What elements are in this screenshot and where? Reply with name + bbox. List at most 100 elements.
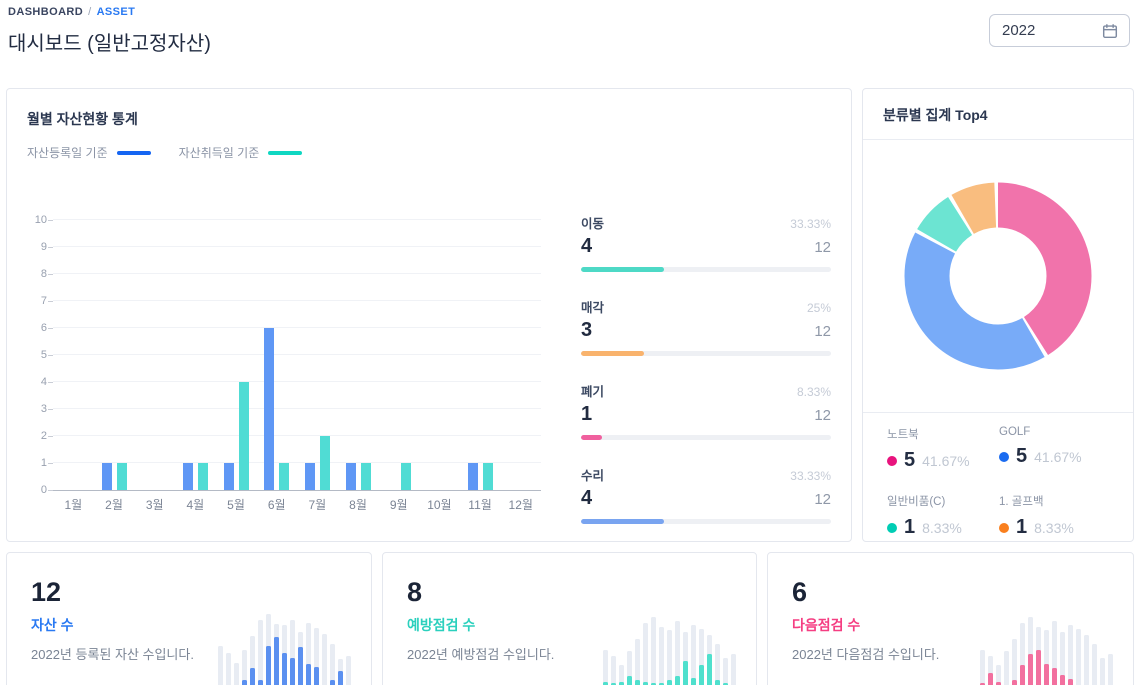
sparkline-bar	[250, 609, 255, 685]
sparkline-bar-fill	[290, 658, 295, 685]
sparkline-chart	[603, 609, 736, 685]
stat-progress-track	[581, 267, 831, 272]
sparkline-chart	[218, 609, 351, 685]
sparkline-bar-fill	[274, 637, 279, 685]
donut-legend-value: 1	[904, 516, 916, 538]
stat-value: 4	[581, 235, 593, 257]
stat-value-row: 4 12	[581, 235, 831, 258]
sparkline-bar	[306, 609, 311, 685]
donut-legend-value: 5	[904, 449, 916, 471]
legend-label: 자산등록일 기준	[27, 146, 108, 160]
sparkline-bar	[298, 609, 303, 685]
sparkline-bar	[659, 609, 664, 685]
y-axis-tick	[48, 408, 53, 410]
summary-value: 8	[407, 577, 423, 607]
summary-value: 12	[31, 577, 62, 607]
y-axis-label: 1	[40, 457, 47, 469]
y-axis-tick	[48, 273, 53, 275]
sparkline-bar-track	[1068, 624, 1073, 685]
y-axis-label: 4	[40, 376, 47, 388]
stat-total: 12	[814, 323, 831, 340]
sparkline-bar	[274, 609, 279, 685]
chart-gridline	[53, 462, 541, 463]
x-axis-label: 8월	[349, 498, 367, 512]
donut-legend-label: 일반비품(C)	[887, 496, 946, 508]
donut-legend-percent: 41.67%	[922, 452, 970, 469]
stat-top-row: 수리 33.33%	[581, 465, 831, 484]
sparkline-bar	[242, 609, 247, 685]
legend-dot	[999, 522, 1009, 533]
x-axis-label: 2월	[105, 498, 123, 512]
x-axis-label: 10월	[427, 498, 452, 512]
sparkline-bar-track	[1084, 634, 1089, 685]
sparkline-bar-fill	[699, 665, 704, 685]
sparkline-bar-track	[635, 638, 640, 685]
sparkline-bar-track	[691, 624, 696, 685]
sparkline-bar-track	[667, 630, 672, 685]
stat-value-row: 4 12	[581, 487, 831, 510]
sparkline-bar-track	[980, 649, 985, 685]
y-axis-tick	[48, 435, 53, 437]
y-axis-label: 10	[34, 214, 47, 226]
sparkline-bar	[707, 609, 712, 685]
x-axis-label: 12월	[508, 498, 533, 512]
stat-progress-fill	[581, 267, 665, 272]
breadcrumb-dashboard[interactable]: DASHBOARD	[8, 6, 84, 18]
year-input[interactable]	[1002, 22, 1101, 39]
stat-value: 3	[581, 319, 593, 341]
sparkline-bar-fill	[723, 683, 728, 685]
monthly-card-body: 0 1 2 3 4 5 6 7 8 9 10 1월 2월 3월 4월 5월 6월 7월 8월 9월 10월 11월 12월 …	[27, 211, 831, 549]
stat-total: 12	[814, 239, 831, 256]
sparkline-bar-track	[675, 620, 680, 685]
stat-label: 매각	[581, 301, 605, 315]
sparkline-bar	[226, 609, 231, 685]
x-axis-labels: 1월 2월 3월 4월 5월 6월 7월 8월 9월 10월 11월 12월	[53, 496, 541, 513]
donut-legend-percent: 41.67%	[1034, 448, 1082, 465]
donut-legend-item: GOLF 5 41.67%	[999, 426, 1111, 472]
y-axis-label: 7	[40, 295, 47, 307]
stat-top-row: 매각 25%	[581, 297, 831, 316]
month-bar-group	[378, 221, 419, 490]
data-bar	[304, 463, 315, 490]
sparkline-bar	[1012, 609, 1017, 685]
sparkline-bar	[338, 609, 343, 685]
sparkline-bar	[996, 609, 1001, 685]
sparkline-bar	[1060, 609, 1065, 685]
legend-label: 자산취득일 기준	[178, 146, 260, 160]
year-picker[interactable]	[989, 14, 1130, 47]
stat-block: 폐기 8.33% 1 12	[581, 381, 831, 440]
sparkline-bar-fill	[1028, 654, 1033, 685]
sparkline-bar-track	[988, 655, 993, 685]
y-axis-label: 8	[40, 268, 47, 280]
legend-item: 자산취득일 기준	[179, 144, 303, 161]
month-bar-group	[256, 221, 297, 490]
y-axis-tick	[48, 462, 53, 464]
sparkline-bar-track	[1028, 616, 1033, 685]
stat-block: 수리 33.33% 4 12	[581, 465, 831, 524]
stat-progress-track	[581, 435, 831, 440]
monthly-bar-chart: 0 1 2 3 4 5 6 7 8 9 10 1월 2월 3월 4월 5월 6월 7월 8월 9월 10월 11월 12월	[27, 211, 545, 513]
summary-label: 자산 수	[31, 617, 74, 633]
calendar-icon[interactable]	[1101, 22, 1119, 40]
breadcrumb-asset[interactable]: ASSET	[96, 6, 136, 18]
y-axis-tick	[48, 381, 53, 383]
donut-legend-percent: 8.33%	[1034, 519, 1074, 536]
sparkline-bar-track	[611, 655, 616, 685]
stat-progress-track	[581, 519, 831, 524]
donut-legend-value-row: 5 41.67%	[999, 445, 1111, 468]
chart-gridline	[53, 219, 541, 220]
sparkline-bar-fill	[659, 683, 664, 685]
category-top4-card: 분류별 집계 Top4 노트북 5 41.67% GOLF 5 41.67% 일반비품(C)…	[862, 88, 1134, 542]
sparkline-bar-fill	[715, 679, 720, 685]
donut-legend-item: 일반비품(C) 1 8.33%	[887, 493, 999, 539]
sparkline-bar-fill	[282, 652, 287, 685]
summary-card: 12 자산 수 2022년 등록된 자산 수입니다.	[6, 552, 372, 685]
legend-dot	[887, 522, 897, 533]
legend-line-swatch	[116, 150, 151, 155]
stat-progress-fill	[581, 351, 644, 356]
chart-gridline	[53, 408, 541, 409]
chart-gridline	[53, 381, 541, 382]
sparkline-bar	[651, 609, 656, 685]
donut-segment	[904, 182, 1092, 370]
chart-gridline	[53, 273, 541, 274]
